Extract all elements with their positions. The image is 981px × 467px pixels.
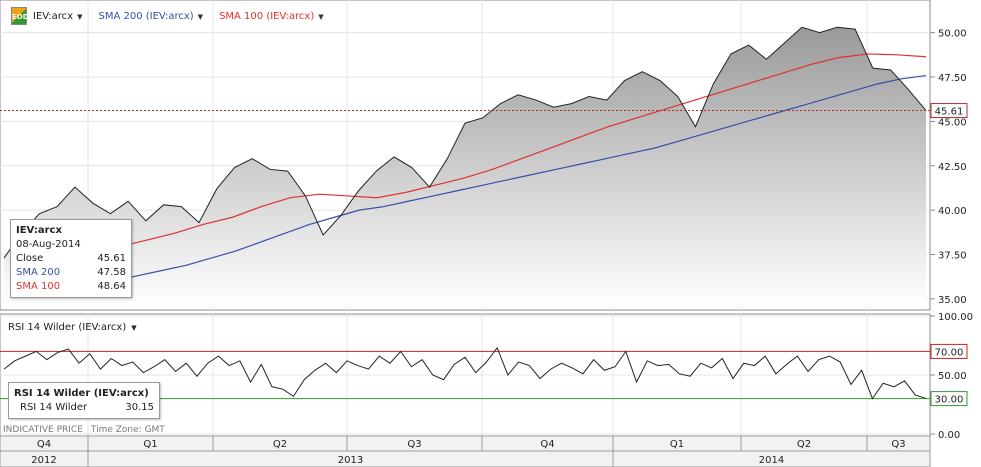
x-quarter-label: Q3: [891, 439, 905, 450]
price-tick-label: 35.00: [938, 295, 967, 306]
rsi-level-badge: [930, 391, 968, 407]
rsi-info-label: RSI 14 Wilder: [20, 402, 88, 413]
sma100-label: SMA 100: [16, 281, 61, 292]
sma200-value: 47.58: [97, 267, 126, 278]
x-year-label: 2012: [31, 455, 56, 466]
rsi-gridlines: [0, 314, 930, 436]
x-quarter-label: Q1: [143, 439, 157, 450]
x-axis-years: 2012 2013 2014: [31, 451, 784, 467]
legend-sma200-label: SMA 200 (IEV:arcx): [98, 10, 194, 22]
dropdown-arrow-icon[interactable]: ▼: [318, 12, 324, 21]
rsi-level-badge: [930, 343, 968, 359]
last-price-label: 45.61: [935, 107, 964, 118]
sma100-line[interactable]: [87, 53, 927, 257]
rsi-tick-label: 100.00: [938, 312, 973, 323]
rsi-info-value: 30.15: [125, 402, 154, 413]
legend-symbol-label: IEV:arcx: [33, 10, 74, 22]
rsi-tick-label: 50.00: [938, 371, 967, 382]
price-tick-label: 37.50: [938, 251, 967, 262]
last-price-badge: 45.61: [930, 103, 968, 119]
rsi-info-box: RSI 14 Wilder (IEV:arcx) RSI 14 Wilder 30…: [8, 382, 160, 419]
price-tick-label: 47.50: [938, 73, 967, 84]
sma200-line[interactable]: [87, 74, 927, 286]
price-tick-label: 42.50: [938, 162, 967, 173]
price-panel[interactable]: 50.00 47.50 45.00 42.50 40.00 37.50 35.00 45.6…: [0, 0, 968, 311]
x-quarter-label: Q3: [407, 439, 421, 450]
x-axis: Q4 Q1 Q2 Q3 Q4 Q1 Q2 Q3 2012 2013 2014: [0, 435, 931, 467]
price-tick-label: 50.00: [938, 29, 967, 40]
legend-sma100[interactable]: SMA 100 (IEV:arcx) ▼: [219, 11, 324, 22]
rsi-panel[interactable]: 100.00 70.00 50.00 30.00 0.00: [0, 312, 973, 441]
x-quarter-label: Q4: [540, 439, 554, 450]
x-year-label: 2014: [759, 455, 784, 466]
app-logo-icon: EOD: [11, 7, 29, 25]
price-tick-label: 40.00: [938, 206, 967, 217]
x-axis-quarters: Q4 Q1 Q2 Q3 Q4 Q1 Q2 Q3: [37, 436, 906, 451]
legend-sma100-label: SMA 100 (IEV:arcx): [219, 10, 315, 22]
price-info-box: IEV:arcx 08-Aug-2014 Close 45.61 SMA 200 4…: [10, 219, 132, 298]
x-year-label: 2013: [338, 455, 363, 466]
rsi-level-label: 70.00: [935, 347, 964, 358]
rsi-legend[interactable]: RSI 14 Wilder (IEV:arcx) ▼: [8, 322, 137, 333]
close-label: Close: [16, 253, 44, 264]
rsi-info-title: RSI 14 Wilder (IEV:arcx): [14, 388, 149, 399]
dropdown-arrow-icon[interactable]: ▼: [77, 12, 83, 21]
price-y-axis: 50.00 47.50 45.00 42.50 40.00 37.50 35.00: [930, 29, 967, 306]
rsi-level-label: 30.00: [935, 395, 964, 406]
rsi-legend-label: RSI 14 Wilder (IEV:arcx): [8, 322, 127, 333]
x-quarter-label: Q1: [670, 439, 684, 450]
x-quarter-label: Q4: [37, 439, 51, 450]
x-quarter-label: Q2: [273, 439, 287, 450]
rsi-tick-label: 0.00: [938, 430, 960, 441]
dropdown-arrow-icon[interactable]: ▼: [197, 12, 204, 21]
price-info-title: IEV:arcx: [16, 225, 62, 236]
price-line[interactable]: [3, 26, 927, 259]
legend-sma200[interactable]: SMA 200 (IEV:arcx) ▼: [99, 11, 204, 22]
x-quarter-label: Q2: [797, 439, 811, 450]
legend-symbol[interactable]: IEV:arcx ▼: [33, 11, 83, 22]
close-value: 45.61: [97, 253, 126, 264]
rsi-y-axis: 100.00 70.00 50.00 30.00 0.00: [930, 312, 973, 441]
sma200-label: SMA 200: [16, 267, 61, 278]
sma100-value: 48.64: [97, 281, 126, 292]
price-tick-label: 45.00: [938, 117, 967, 128]
dropdown-arrow-icon[interactable]: ▼: [131, 324, 137, 332]
rsi-line[interactable]: [3, 346, 927, 400]
price-info-date: 08-Aug-2014: [16, 239, 81, 250]
footer-note: INDICATIVE PRICE Time Zone: GMT: [3, 425, 173, 435]
indicative-price-note: INDICATIVE PRICE: [3, 425, 83, 435]
legend-bar: EOD IEV:arcx ▼ SMA 200 (IEV:arcx) ▼ SMA 10…: [0, 0, 930, 32]
price-area-fill: [4, 27, 926, 306]
timezone-note: Time Zone: GMT: [90, 425, 165, 435]
